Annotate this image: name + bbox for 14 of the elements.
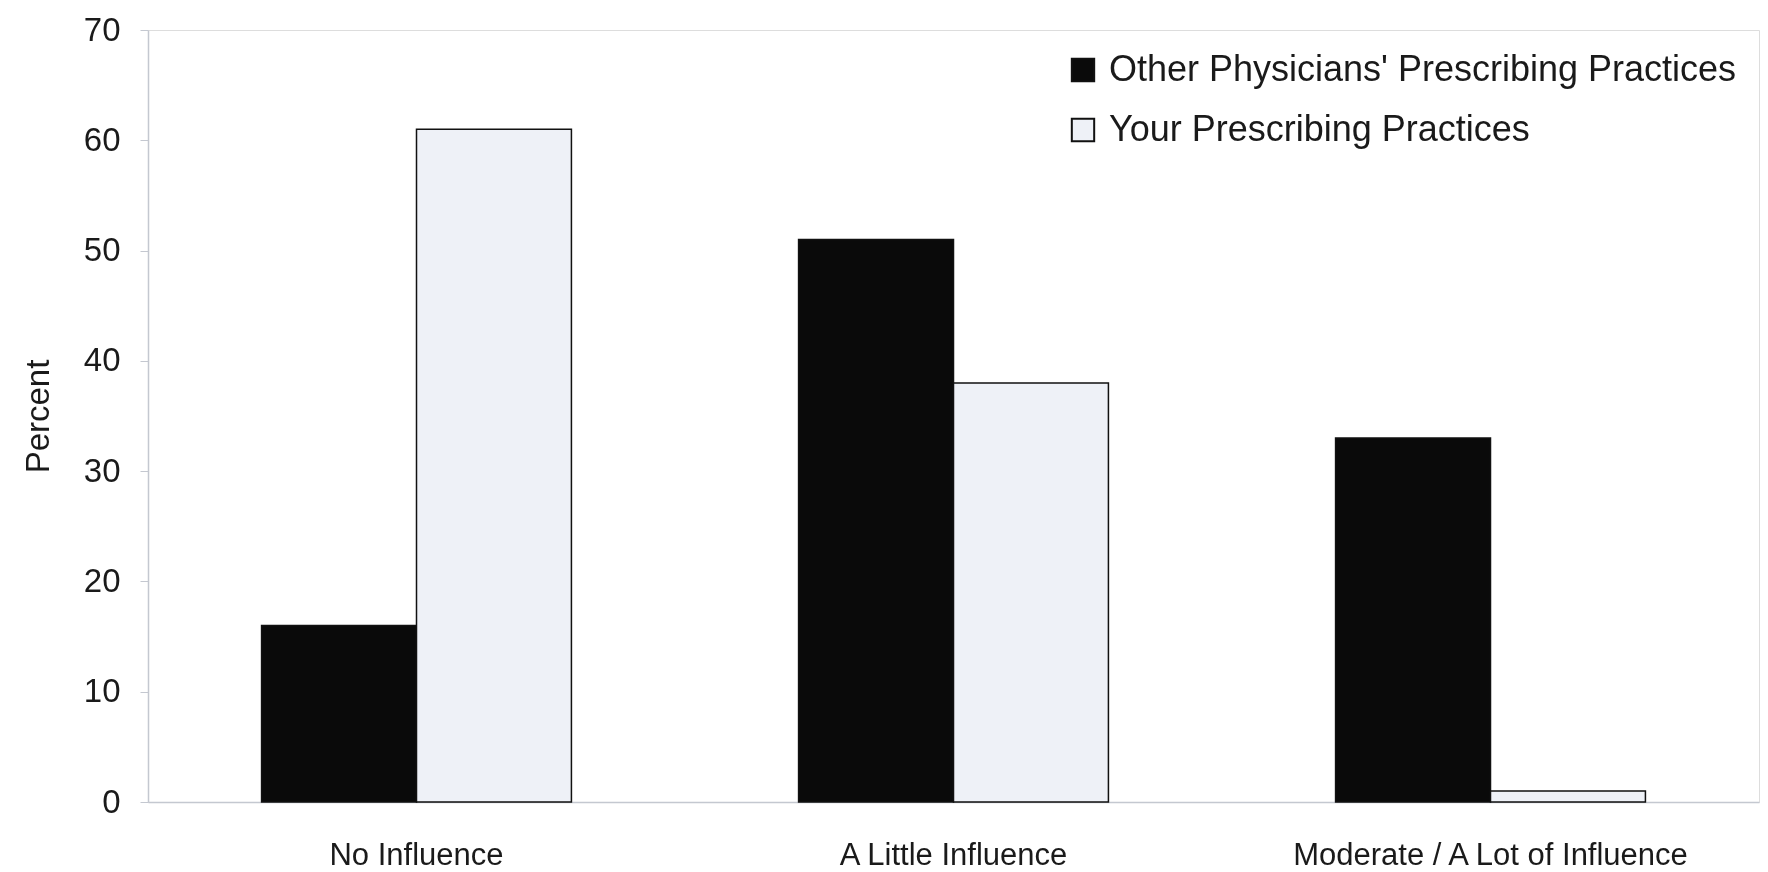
- legend-label: Other Physicians' Prescribing Practices: [1109, 48, 1737, 89]
- y-tick-label: 20: [83, 561, 121, 599]
- x-tick-label: Moderate / A Lot of Influence: [1293, 836, 1688, 872]
- y-tick-label: 70: [83, 10, 121, 48]
- y-axis-title: Percent: [18, 359, 56, 474]
- x-tick-label: A Little Influence: [839, 836, 1068, 872]
- y-tick-label: 40: [83, 341, 121, 379]
- y-tick-label: 50: [83, 231, 121, 269]
- y-tick-label: 60: [83, 120, 121, 158]
- legend-label: Your Prescribing Practices: [1109, 108, 1530, 149]
- y-tick-label: 0: [102, 782, 121, 820]
- x-tick-label: No Influence: [329, 836, 504, 872]
- y-tick-label: 30: [83, 451, 121, 489]
- y-tick-label: 10: [83, 672, 121, 710]
